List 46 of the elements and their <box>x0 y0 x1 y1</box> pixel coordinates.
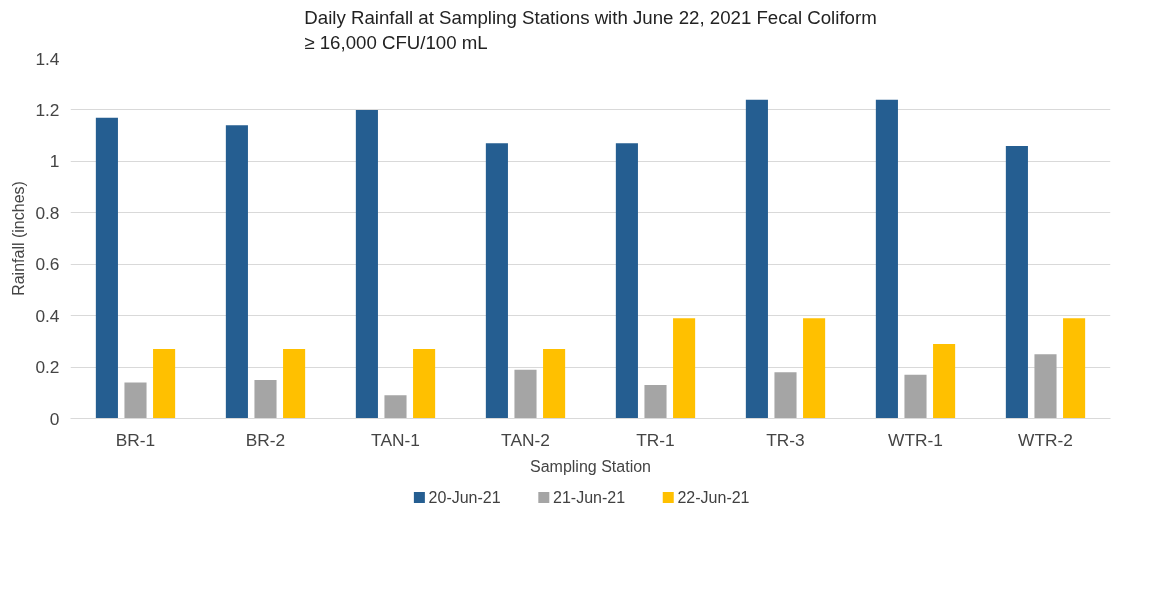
bar <box>543 349 566 419</box>
bar <box>124 382 147 419</box>
bar <box>514 369 537 419</box>
x-tick-label: WTR-1 <box>888 429 943 450</box>
bar <box>1005 145 1028 419</box>
bar <box>153 349 176 419</box>
legend-label: 22-Jun-21 <box>677 489 750 506</box>
y-tick-label: 0 <box>49 408 60 429</box>
bar <box>615 143 638 419</box>
x-tick-label: TR-3 <box>766 429 805 450</box>
y-tick-label: 0.6 <box>35 254 60 275</box>
bar <box>803 318 826 419</box>
legend-label: 20-Jun-21 <box>428 489 501 506</box>
bar <box>745 99 768 419</box>
bar <box>225 125 248 419</box>
bar <box>673 318 696 419</box>
bar <box>1063 318 1086 419</box>
x-tick-label: BR-1 <box>115 429 156 450</box>
bar <box>95 117 118 419</box>
y-tick-label: 0.8 <box>35 202 60 223</box>
x-tick-label: TR-1 <box>636 429 675 450</box>
bar <box>875 99 898 419</box>
bar <box>774 372 797 419</box>
y-tick-label: 1 <box>49 151 60 172</box>
x-tick-label: TAN-1 <box>371 429 420 450</box>
bar <box>933 343 956 419</box>
bar <box>384 395 407 419</box>
y-tick-label: 1.2 <box>35 99 60 120</box>
bar <box>644 385 667 419</box>
bar <box>1034 354 1057 419</box>
x-tick-label: WTR-2 <box>1018 429 1073 450</box>
y-axis-title: Rainfall (inches) <box>10 181 28 296</box>
bar <box>485 143 508 419</box>
bar <box>254 379 277 419</box>
y-tick-label: 0.4 <box>35 305 60 326</box>
x-axis-title: Sampling Station <box>530 457 651 475</box>
chart-title: Daily Rainfall at Sampling Stations with June 22, 2021 Fecal Coliform ≥ 16,000 CFU/100 mL <box>304 7 877 54</box>
bar <box>283 349 306 419</box>
bar <box>355 109 378 419</box>
bar <box>413 349 436 419</box>
x-tick-label: BR-2 <box>245 429 286 450</box>
x-tick-label: TAN-2 <box>501 429 550 450</box>
legend-label: 21-Jun-21 <box>553 489 626 506</box>
bar <box>904 374 927 419</box>
y-tick-label: 1.4 <box>35 48 60 69</box>
y-tick-label: 0.2 <box>35 357 60 378</box>
